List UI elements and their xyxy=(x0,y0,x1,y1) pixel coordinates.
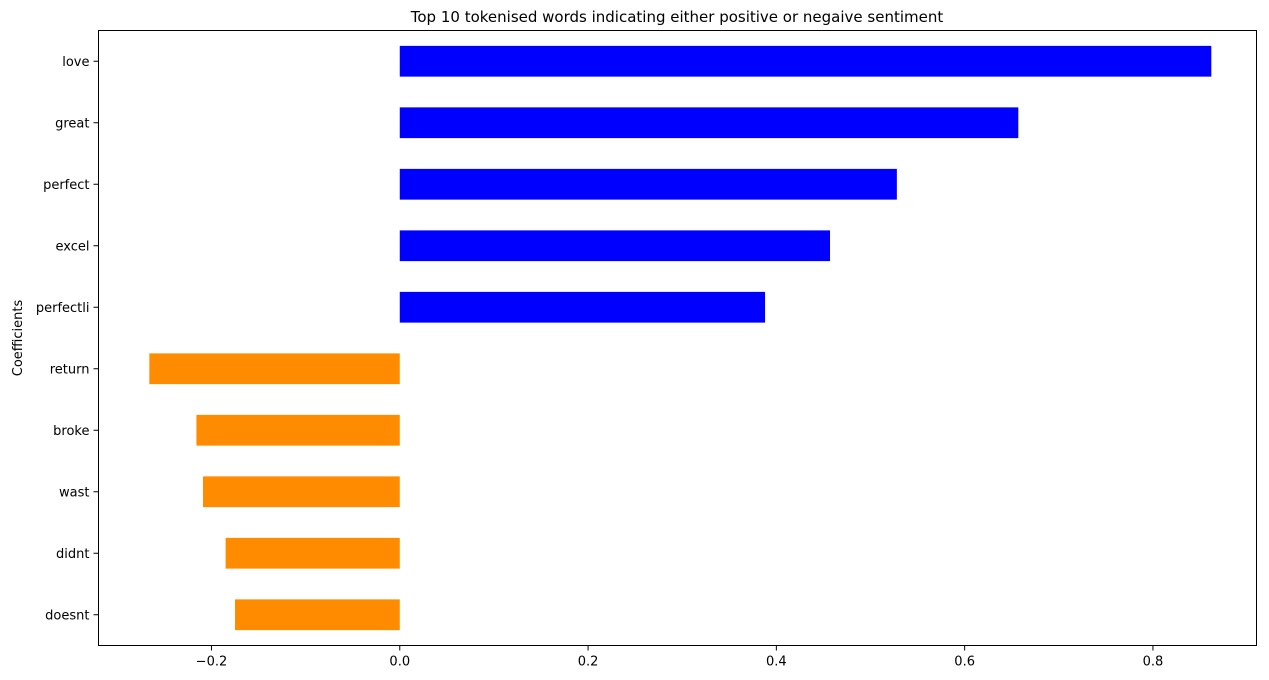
bar-excel xyxy=(399,230,831,262)
y-tick-label: love xyxy=(62,55,89,70)
plot-frame xyxy=(98,30,1257,646)
bar-doesnt xyxy=(235,599,400,631)
y-tick-label: doesnt xyxy=(45,608,89,623)
x-tick-label: 0.4 xyxy=(766,655,787,670)
x-tick-label: 0.8 xyxy=(1143,655,1164,670)
bar-broke xyxy=(196,414,400,446)
y-axis-ticks: love great perfect excel perfectli return brok… xyxy=(36,55,99,623)
y-tick-label: excel xyxy=(56,239,90,254)
x-tick-label: 0.2 xyxy=(578,655,599,670)
chart-title: Top 10 tokenised words indicating either… xyxy=(410,8,944,26)
bar-wast xyxy=(203,476,400,508)
bar-great xyxy=(399,107,1019,139)
bar-return xyxy=(149,353,400,385)
y-tick-label: wast xyxy=(59,485,89,500)
bar-love xyxy=(399,45,1212,77)
y-tick-label: return xyxy=(50,362,90,377)
x-axis-ticks: −0.2 0.0 0.2 0.4 0.6 0.8 xyxy=(196,645,1164,670)
bar-didnt xyxy=(225,537,400,569)
x-tick-label: −0.2 xyxy=(196,655,228,670)
bars-group xyxy=(149,45,1212,631)
y-axis-label: Coefficients xyxy=(11,300,26,377)
y-tick-label: broke xyxy=(53,424,89,439)
y-tick-label: perfectli xyxy=(36,301,90,316)
y-tick-label: great xyxy=(55,116,89,131)
x-tick-label: 0.0 xyxy=(389,655,410,670)
y-tick-label: perfect xyxy=(43,178,89,193)
bar-perfectli xyxy=(399,291,766,323)
x-tick-label: 0.6 xyxy=(954,655,975,670)
bar-perfect xyxy=(399,168,897,200)
y-tick-label: didnt xyxy=(56,547,89,562)
